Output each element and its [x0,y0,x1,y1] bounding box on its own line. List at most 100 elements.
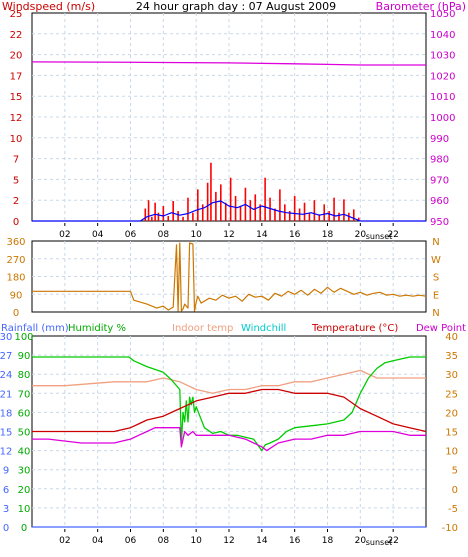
x-tick-label: 12 [223,230,234,240]
compass-tick-label: N [432,237,439,248]
direction-tick-label: 0 [13,308,19,319]
x-tick-label: 10 [190,230,202,240]
direction-tick-label: 180 [6,273,25,284]
windspeed-tick-label: 15 [10,92,23,103]
windspeed-tick-label: 7 [13,155,19,166]
sunset-label-bottom: sunset [366,538,393,547]
rainfall-axis-label: Rainfall (mm) [1,323,69,334]
temperature-label: Temperature (°C) [311,323,398,334]
humidity-tick-label: 60 [18,408,31,419]
x-tick-label: 18 [322,230,334,240]
humidity-tick-label: 100 [14,332,33,343]
x-tick-label: 22 [387,536,398,546]
sunset-label-top: sunset [366,232,393,241]
humidity-tick-label: 40 [18,447,31,458]
compass-tick-label: E [433,290,439,301]
barometer-tick-label: 970 [430,175,449,186]
temperature-tick-label: 40 [445,332,458,343]
indoor-temp-label: Indoor temp [172,323,233,334]
panel1-grid [32,13,426,221]
humidity-tick-label: 20 [18,485,31,496]
panel3-series [32,356,427,528]
x-tick-label: 16 [289,536,301,546]
temperature-tick-label: 0 [452,485,458,496]
rainfall-tick-label: 30 [0,332,12,343]
compass-tick-label: W [431,255,441,266]
humidity-tick-label: 90 [18,351,31,362]
wind-direction-line [32,242,427,312]
windspeed-tick-label: 17 [10,71,23,82]
panel2-series [32,242,427,312]
rainfall-tick-label: 3 [3,504,9,515]
barometer-tick-label: 990 [430,134,449,145]
barometer-tick-label: 1000 [430,113,455,124]
x-tick-label: 08 [158,536,170,546]
panel1-series [31,61,426,222]
humidity-axis-label: Humidity % [68,323,126,334]
panel3-tick-labels: 0369121518212427300102030405060708090100… [0,332,458,546]
temperature-tick-label: 20 [445,408,458,419]
x-tick-label: 10 [190,536,202,546]
temperature-tick-label: 30 [445,370,458,381]
panel1-tick-labels: 0257101215172022259509609709809901000101… [10,9,456,240]
x-tick-label: 02 [59,230,70,240]
x-tick-label: 02 [59,536,70,546]
temperature-tick-label: 10 [445,447,458,458]
direction-tick-label: 270 [6,255,25,266]
direction-tick-label: 90 [10,290,23,301]
x-tick-label: 22 [387,230,398,240]
barometer-tick-label: 1030 [430,51,455,62]
temperature-tick-label: 15 [445,428,458,439]
x-tick-label: 14 [256,536,268,546]
windspeed-tick-label: 5 [13,175,19,186]
temperature-tick-label: -5 [448,504,458,515]
x-tick-label: 14 [256,230,268,240]
x-tick-label: 06 [125,536,137,546]
rainfall-tick-label: 18 [0,408,12,419]
panel-wind-barometer: 0257101215172022259509609709809901000101… [2,0,466,241]
rainfall-tick-label: 21 [0,389,12,400]
barometer-line [31,61,426,66]
indoor-temp-line [32,369,426,394]
windspeed-tick-label: 12 [10,113,23,124]
windspeed-tick-label: 22 [10,30,23,41]
x-tick-label: 20 [355,230,367,240]
windchill-label: Windchill [241,323,286,334]
x-tick-label: 06 [125,230,137,240]
rainfall-tick-label: 15 [0,428,12,439]
windspeed-tick-label: 25 [10,9,23,20]
rainfall-tick-label: 9 [3,466,9,477]
humidity-tick-label: 0 [21,523,27,534]
temperature-tick-label: 35 [445,351,458,362]
rainfall-tick-label: 12 [0,447,12,458]
temperature-tick-label: -10 [442,523,458,534]
temperature-tick-label: 25 [445,389,458,400]
x-tick-label: 08 [158,230,170,240]
windspeed-tick-label: 2 [13,196,19,207]
x-tick-label: 20 [355,536,367,546]
x-tick-label: 04 [92,536,104,546]
rainfall-tick-label: 6 [3,485,9,496]
compass-tick-label: S [433,273,439,284]
panel-temperature-humidity: 0369121518212427300102030405060708090100… [0,323,466,547]
windspeed-tick-label: 10 [10,134,23,145]
x-tick-label: 12 [223,536,234,546]
humidity-tick-label: 50 [18,428,31,439]
barometer-tick-label: 950 [430,217,449,228]
direction-tick-label: 360 [6,237,25,248]
x-tick-label: 18 [322,536,334,546]
dewpoint-label: Dew Point [416,323,466,334]
panel2-frame [31,240,427,313]
compass-tick-label: N [432,308,439,319]
temperature-line [32,388,427,433]
windspeed-tick-label: 0 [13,217,19,228]
rainfall-tick-label: 24 [0,370,12,381]
barometer-tick-label: 980 [430,155,449,166]
barometer-tick-label: 1020 [430,71,455,82]
panel3-grid [32,336,426,527]
humidity-tick-label: 70 [18,389,31,400]
windspeed-tick-label: 20 [10,51,23,62]
humidity-tick-label: 30 [18,466,31,477]
